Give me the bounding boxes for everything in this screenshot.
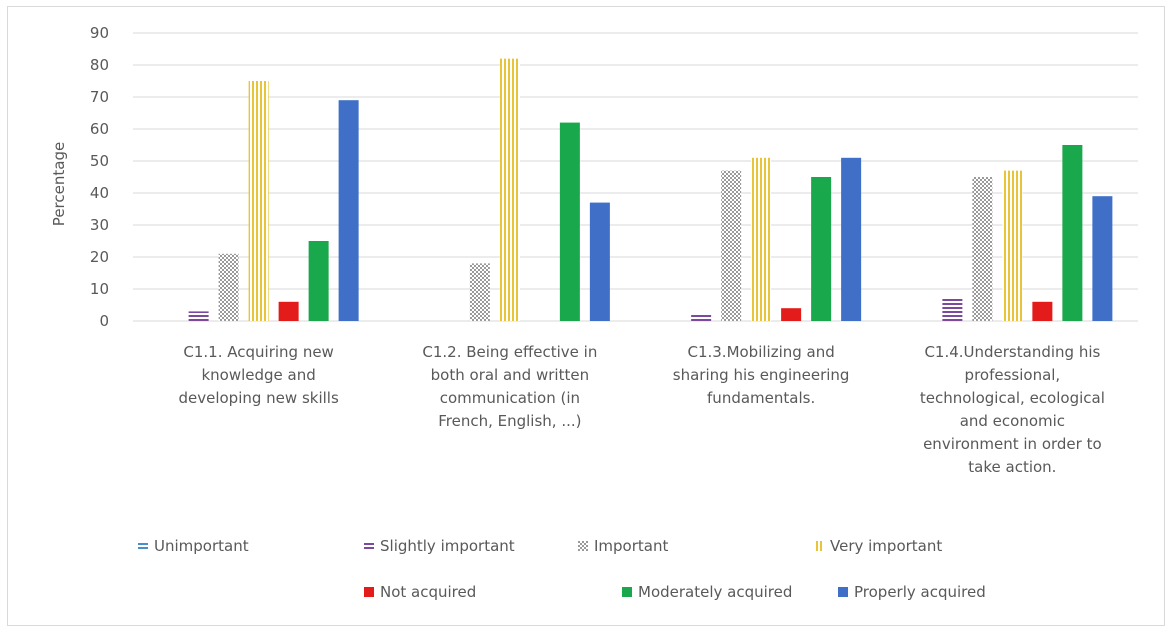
bars [188, 58, 1113, 321]
legend-label: Slightly important [380, 537, 515, 555]
legend-swatch [364, 587, 374, 597]
y-tick-label: 40 [90, 184, 109, 202]
x-tick-label: C1.3.Mobilizing and sharing his engineeri… [673, 343, 850, 407]
bar-properly-acquired [841, 157, 862, 321]
legend-item-slightly-important: Slightly important [364, 537, 515, 555]
legend-item-not-acquired: Not acquired [364, 583, 476, 601]
bar-not-acquired [781, 308, 802, 321]
bar-very-important [751, 157, 772, 321]
legend-item-properly-acquired: Properly acquired [838, 583, 986, 601]
x-tick-label: C1.4.Understanding his professional, techn… [920, 343, 1105, 476]
bar-important [218, 253, 239, 321]
bar-slightly-important [942, 298, 963, 321]
legend-item-moderately-acquired: Moderately acquired [622, 583, 792, 601]
gridlines [133, 32, 1138, 322]
bar-moderately-acquired [811, 177, 832, 321]
bar-moderately-acquired [308, 241, 329, 321]
bar-very-important [499, 58, 520, 321]
legend-label: Unimportant [154, 537, 249, 555]
bar-not-acquired [1032, 301, 1053, 321]
bar-not-acquired [278, 301, 299, 321]
y-tick-label: 0 [99, 312, 109, 330]
bar-moderately-acquired [1062, 145, 1083, 321]
bar-properly-acquired [338, 100, 359, 321]
legend-label: Properly acquired [854, 583, 986, 601]
legend-label: Important [594, 537, 668, 555]
legend-label: Not acquired [380, 583, 476, 601]
bar-important [721, 170, 742, 321]
y-tick-label: 30 [90, 216, 109, 234]
legend-item-unimportant: Unimportant [138, 537, 249, 555]
legend-swatch [622, 587, 632, 597]
bar-moderately-acquired [559, 122, 580, 321]
y-tick-label: 80 [90, 56, 109, 74]
y-axis: 0 10 20 30 40 50 60 70 80 90 [90, 24, 109, 330]
y-tick-label: 10 [90, 280, 109, 298]
chart-frame: 0 10 20 30 40 50 60 70 80 90 Percentage C1.1. Acq… [7, 6, 1165, 626]
bar-properly-acquired [1092, 196, 1113, 321]
bar-chart: 0 10 20 30 40 50 60 70 80 90 Percentage C1.1. Acq… [50, 24, 1138, 601]
y-tick-label: 90 [90, 24, 109, 42]
bar-important [972, 177, 993, 321]
x-tick-label: C1.2. Being effective in both oral and wr… [422, 343, 597, 430]
bar-very-important [1002, 170, 1023, 321]
legend-swatch [364, 541, 374, 551]
y-tick-label: 60 [90, 120, 109, 138]
legend-swatch [138, 541, 148, 551]
bar-important [469, 263, 490, 321]
bar-very-important [248, 81, 269, 321]
legend-swatch [814, 541, 824, 551]
legend-item-important: Important [578, 537, 668, 555]
legend-swatch [838, 587, 848, 597]
legend-label: Moderately acquired [638, 583, 792, 601]
legend-item-very-important: Very important [814, 537, 942, 555]
legend: Unimportant Slightly important Important Ve… [138, 537, 986, 601]
y-axis-label: Percentage [50, 142, 68, 226]
bar-properly-acquired [589, 202, 610, 321]
x-tick-label: C1.1. Acquiring new knowledge and developi… [178, 343, 338, 407]
bar-slightly-important [691, 314, 712, 321]
bar-slightly-important [188, 311, 209, 321]
y-tick-label: 20 [90, 248, 109, 266]
y-tick-label: 70 [90, 88, 109, 106]
legend-label: Very important [830, 537, 942, 555]
x-axis: C1.1. Acquiring new knowledge and developi… [178, 343, 1104, 476]
legend-swatch [578, 541, 588, 551]
y-tick-label: 50 [90, 152, 109, 170]
